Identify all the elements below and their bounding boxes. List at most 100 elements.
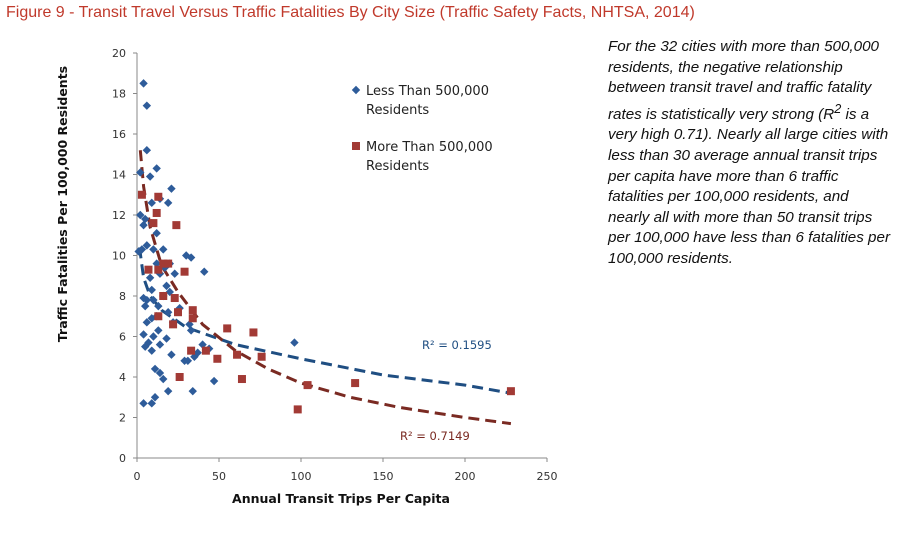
point-small-city (186, 253, 196, 262)
point-large-city (293, 405, 302, 414)
point-small-city (183, 356, 193, 365)
point-small-city (170, 269, 179, 278)
side-note-text: For the 32 cities with more than 500,000… (608, 38, 879, 123)
point-small-city (159, 374, 168, 384)
point-small-city (154, 326, 163, 335)
point-large-city (249, 328, 258, 337)
side-note-text-continued: is a very high 0.71). Nearly all large c… (608, 105, 890, 267)
y-tick-label: 16 (112, 128, 126, 141)
point-small-city (139, 220, 148, 230)
point-large-city (180, 267, 189, 276)
y-tick-label: 6 (119, 331, 126, 344)
side-note-superscript: 2 (834, 101, 842, 116)
point-large-city (152, 208, 161, 217)
point-large-city (144, 265, 153, 274)
point-small-city (136, 210, 145, 220)
point-small-city (147, 346, 156, 355)
point-large-city (164, 259, 173, 268)
point-large-city (506, 387, 515, 396)
legend-label-small-cities: Residents (366, 103, 429, 118)
point-large-city (154, 265, 163, 274)
point-large-city (172, 221, 181, 230)
point-small-city (145, 273, 155, 282)
point-small-city (150, 364, 160, 374)
point-small-city (139, 399, 148, 408)
point-small-city (163, 308, 173, 317)
point-small-city (149, 245, 158, 254)
point-small-city (139, 79, 148, 88)
point-small-city (142, 101, 152, 110)
point-small-city (162, 334, 171, 343)
x-tick-label: 250 (537, 470, 558, 483)
y-axis-title: Traffic Fatalities Per 100,000 Residents (55, 66, 70, 342)
point-large-city (175, 373, 184, 381)
point-small-city (142, 241, 152, 250)
point-small-city (200, 267, 209, 276)
point-small-city (141, 301, 150, 311)
y-tick-label: 12 (112, 209, 126, 222)
x-tick-label: 200 (455, 470, 476, 483)
trendline-large-cities (138, 150, 512, 426)
point-large-city (188, 306, 197, 315)
point-large-city (159, 292, 168, 300)
point-small-city (149, 332, 158, 341)
point-large-city (169, 320, 178, 329)
x-tick-label: 150 (373, 470, 394, 483)
point-small-city (141, 342, 150, 351)
y-tick-label: 20 (112, 47, 126, 60)
point-small-city (145, 172, 155, 181)
point-small-city (163, 386, 173, 396)
point-small-city (155, 368, 165, 378)
point-small-city (154, 301, 163, 311)
legend-label-large-cities: More Than 500,000 (366, 140, 493, 155)
point-small-city (147, 399, 156, 408)
point-large-city (233, 350, 242, 359)
point-small-city (159, 245, 168, 254)
point-large-city (223, 324, 232, 333)
y-tick-label: 10 (112, 250, 126, 263)
point-large-city (351, 379, 360, 388)
point-large-city (149, 219, 158, 228)
point-large-city (201, 346, 210, 355)
point-small-city (163, 198, 173, 208)
point-large-city (187, 346, 196, 355)
x-axis-title: Annual Transit Trips Per Capita (232, 491, 450, 506)
point-large-city (303, 381, 312, 390)
y-tick-label: 4 (119, 371, 126, 384)
point-small-city (147, 314, 156, 323)
point-small-city (142, 295, 152, 305)
x-tick-label: 100 (291, 470, 312, 483)
point-small-city (152, 229, 161, 238)
point-small-city (141, 214, 150, 224)
point-small-city (139, 293, 148, 303)
x-tick-label: 50 (212, 470, 226, 483)
point-large-city (188, 314, 197, 323)
legend: Less Than 500,000 Residents More Than 500,… (351, 84, 493, 174)
point-small-city (188, 386, 197, 396)
point-small-city (167, 184, 176, 193)
point-small-city (152, 164, 161, 173)
legend-marker-large-cities (352, 142, 360, 150)
y-tick-label: 2 (119, 412, 126, 425)
data-points (134, 79, 515, 414)
point-small-city (290, 338, 299, 347)
point-large-city (154, 312, 163, 321)
point-large-city (170, 294, 179, 303)
trendline-small-cities (138, 247, 512, 395)
point-large-city (237, 375, 246, 384)
point-large-city (159, 259, 168, 268)
point-large-city (137, 190, 146, 199)
point-small-city (142, 146, 152, 155)
point-small-city (149, 295, 158, 305)
point-small-city (155, 340, 165, 349)
point-large-city (174, 308, 182, 317)
point-small-city (139, 330, 148, 339)
point-small-city (147, 198, 156, 208)
trendlines: R² = 0.1595 R² = 0.7149 (138, 150, 512, 443)
point-small-city (137, 245, 147, 254)
point-large-city (213, 354, 222, 363)
y-tick-label: 18 (112, 88, 126, 101)
legend-label-small-cities: Less Than 500,000 (366, 84, 489, 99)
